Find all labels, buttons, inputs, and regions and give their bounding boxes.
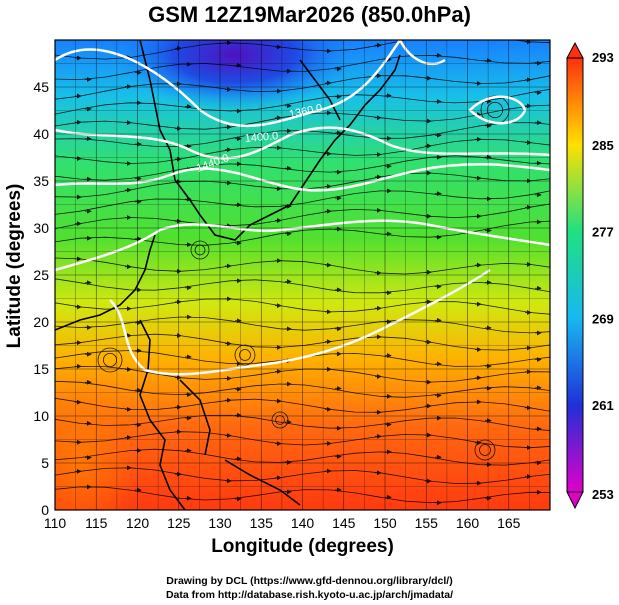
- eddy: [275, 415, 285, 425]
- chart-title: GSM 12Z19Mar2026 (850.0hPa): [148, 2, 471, 27]
- colorbar-tick-labels: 253 261 269 277 285 293: [592, 50, 614, 502]
- streamline: [55, 138, 550, 164]
- streamline: [55, 467, 550, 484]
- colorbar-bottom-cap: [566, 491, 584, 510]
- x-tick-label: 150: [373, 515, 397, 531]
- streamline: [55, 431, 550, 449]
- streamline: [55, 397, 550, 413]
- eddy: [194, 244, 206, 256]
- streamline: [55, 75, 550, 100]
- x-tick-label: 160: [456, 515, 480, 531]
- x-tick-label: 145: [332, 515, 356, 531]
- colorbar-tick-label: 277: [592, 225, 614, 240]
- x-axis-label: Longitude (degrees): [211, 536, 394, 557]
- y-tick-label: 35: [33, 173, 49, 189]
- eddy: [234, 344, 256, 366]
- contour-label: 1400.0: [244, 130, 279, 145]
- colorbar-top-cap: [566, 41, 584, 59]
- streamline: [55, 333, 550, 351]
- contour-label-group: 1360.0 1400.0 1440.0: [195, 102, 324, 175]
- colorbar-tick-label: 253: [592, 487, 614, 502]
- streamline: [55, 257, 550, 275]
- coastline: [55, 40, 401, 510]
- eddy: [474, 439, 496, 461]
- eddy: [190, 240, 210, 260]
- y-tick-label: 5: [41, 455, 49, 471]
- streamline: [55, 298, 550, 315]
- colorbar-tick-label: 269: [592, 311, 614, 326]
- streamline: [55, 203, 550, 229]
- eddy: [97, 347, 123, 373]
- eddy: [271, 411, 289, 429]
- colorbar-tick-label: 261: [592, 398, 614, 413]
- plot-frame: [54, 39, 551, 511]
- colorbar-tick-label: 285: [592, 138, 614, 153]
- x-tick-label: 120: [126, 515, 150, 531]
- y-tick-label: 20: [33, 314, 49, 330]
- credit-line-data: Data from http://database.rish.kyoto-u.a…: [165, 589, 454, 601]
- x-tick-label: 130: [208, 515, 232, 531]
- y-tick-label: 10: [33, 408, 49, 424]
- x-tick-label: 135: [250, 515, 274, 531]
- colorbar-gradient: [566, 57, 584, 493]
- colorbar-tick-label: 293: [592, 50, 614, 65]
- y-axis-label: Latitude (degrees): [4, 183, 25, 349]
- y-tick-label: 0: [41, 502, 49, 518]
- y-tick-label: 40: [33, 126, 49, 142]
- credit-line-drawing: Drawing by DCL (https://www.gfd-dennou.o…: [166, 575, 453, 587]
- x-tick-label: 125: [167, 515, 191, 531]
- y-tick-labels: 0 5 10 15 20 25 30 35 40 45: [33, 79, 49, 518]
- eddy: [239, 349, 251, 361]
- x-tick-labels: 110 115 120 125 130 135 140 145 150 155 160 165: [44, 515, 521, 531]
- warm-area: [55, 370, 140, 510]
- streamline: [55, 40, 550, 60]
- y-tick-label: 30: [33, 220, 49, 236]
- x-tick-label: 140: [291, 515, 315, 531]
- eddy: [103, 352, 118, 367]
- x-tick-label: 155: [415, 515, 439, 531]
- x-tick-label: 165: [497, 515, 521, 531]
- y-tick-label: 25: [33, 267, 49, 283]
- cold-core: [115, 40, 355, 110]
- eddy: [479, 444, 491, 456]
- eddy: [486, 101, 504, 119]
- y-tick-label: 45: [33, 79, 49, 95]
- x-tick-label: 110: [44, 515, 67, 531]
- x-tick-label: 115: [85, 515, 108, 531]
- y-tick-label: 15: [33, 361, 49, 377]
- colorbar: 253 261 269 277 285 293: [566, 41, 614, 510]
